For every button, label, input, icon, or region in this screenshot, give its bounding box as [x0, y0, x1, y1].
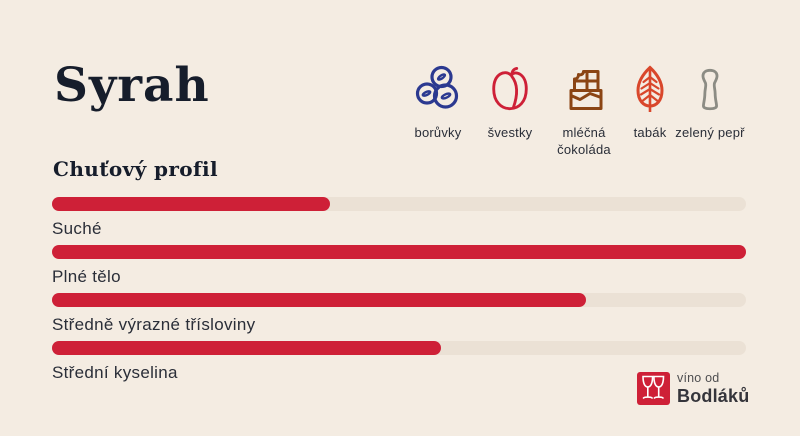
taste-bar-track	[52, 245, 746, 259]
aroma-label: borůvky	[414, 125, 462, 140]
taste-bar-track	[52, 341, 746, 355]
plum-icon	[475, 60, 545, 112]
taste-bar-label: Plné tělo	[52, 267, 121, 286]
brand-logo-text: víno od Bodláků	[677, 372, 749, 405]
taste-bar-row-dry: Suché	[52, 197, 746, 237]
taste-bar-row-tannins: Středně výrazné třísloviny	[52, 293, 746, 333]
aroma-label: zelený pepř	[675, 125, 745, 140]
pepper-mill-icon	[675, 60, 745, 112]
aroma-item-plums: švestky	[475, 60, 545, 141]
aroma-label: mléčná čokoláda	[557, 125, 611, 157]
taste-profile-chart: Suché Plné tělo Středně výrazné tříslovi…	[52, 197, 746, 381]
page-title: Syrah	[54, 58, 210, 113]
taste-bar-fill	[52, 293, 587, 307]
taste-bar-label: Suché	[52, 219, 102, 238]
taste-bar-fill	[52, 245, 746, 259]
brand-logo-line1: víno od	[677, 371, 720, 386]
aroma-icons-row: borůvky švestky	[400, 60, 755, 160]
taste-bar-row-acidity: Střední kyselina	[52, 341, 746, 381]
aroma-item-tobacco: tabák	[615, 60, 685, 141]
taste-bar-row-full-body: Plné tělo	[52, 245, 746, 285]
tobacco-leaf-icon	[615, 60, 685, 112]
aroma-item-green-pepper: zelený pepř	[675, 60, 745, 141]
brand-logo-line2: Bodláků	[677, 385, 750, 406]
taste-bar-track	[52, 197, 746, 211]
blueberries-icon	[403, 60, 473, 112]
wine-glasses-icon	[637, 372, 670, 405]
brand-logo: víno od Bodláků	[637, 372, 749, 405]
taste-bar-label: Střední kyselina	[52, 363, 178, 382]
aroma-label: švestky	[487, 125, 533, 140]
taste-bar-label: Středně výrazné třísloviny	[52, 315, 256, 334]
aroma-item-milk-chocolate: mléčná čokoláda	[544, 60, 624, 158]
taste-profile-heading: Chuťový profil	[53, 157, 219, 181]
taste-bar-track	[52, 293, 746, 307]
taste-bar-fill	[52, 341, 441, 355]
taste-bar-fill	[52, 197, 330, 211]
aroma-label: tabák	[633, 125, 667, 140]
aroma-item-blueberries: borůvky	[403, 60, 473, 141]
chocolate-bar-icon	[544, 60, 624, 112]
